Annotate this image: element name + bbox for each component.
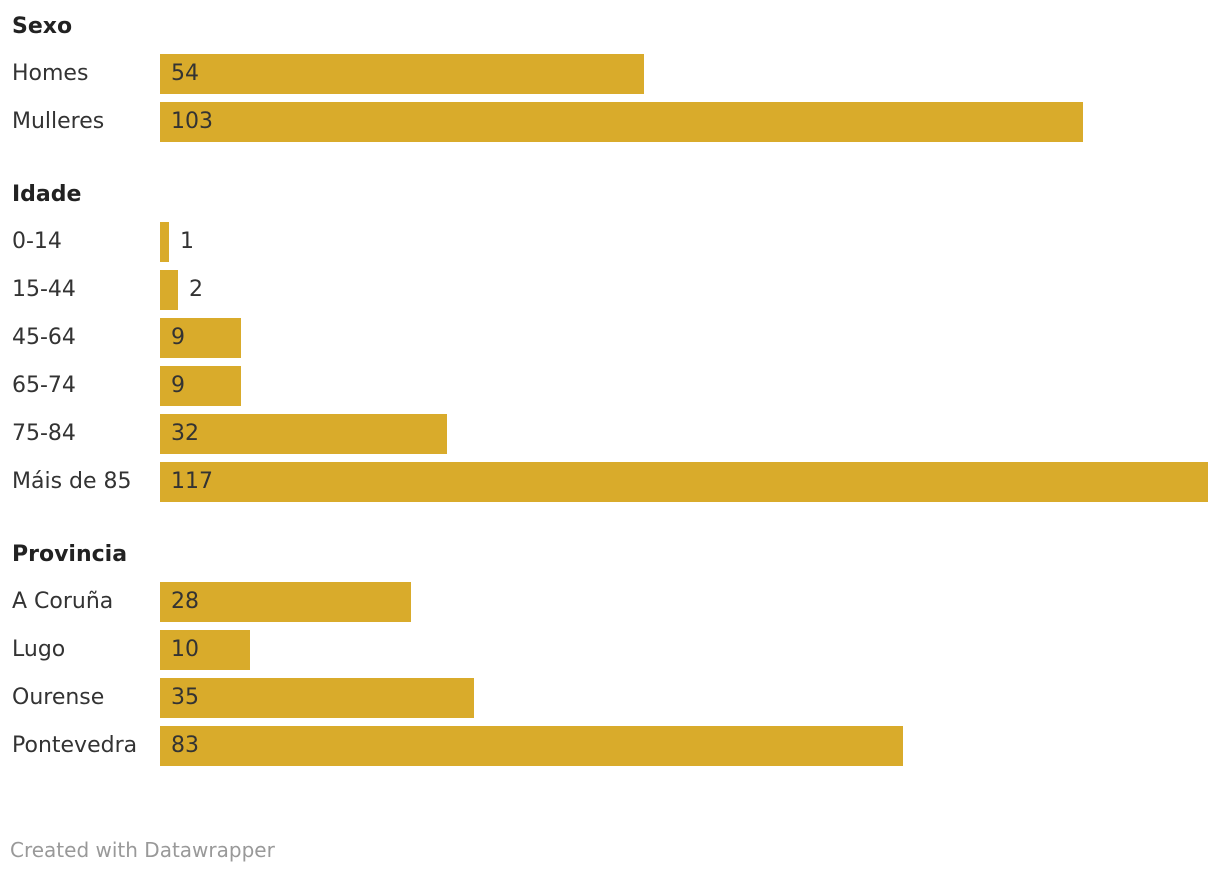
bar-value-label: 103: [171, 109, 213, 134]
bar-value-label: 28: [171, 589, 199, 614]
bar-a-coruna: [160, 582, 411, 622]
bar-value-label: 9: [171, 373, 185, 398]
category-label: A Coruña: [12, 589, 114, 614]
category-label: 75-84: [12, 421, 76, 446]
bar-value-label: 35: [171, 685, 199, 710]
category-label: Lugo: [12, 637, 66, 662]
group-title-sexo: Sexo: [12, 14, 73, 39]
bar-75-84: [160, 414, 447, 454]
category-label: 45-64: [12, 325, 76, 350]
bar-65-74: [160, 366, 241, 406]
bar-value-label: 2: [189, 277, 203, 302]
bar-mais-de-85: [160, 462, 1208, 502]
bar-value-label: 9: [171, 325, 185, 350]
category-label: Homes: [12, 61, 89, 86]
bar-15-44: [160, 270, 178, 310]
bar-value-label: 117: [171, 469, 213, 494]
bar-0-14: [160, 222, 169, 262]
bar-value-label: 54: [171, 61, 199, 86]
bar-value-label: 83: [171, 733, 199, 758]
bar-value-label: 32: [171, 421, 199, 446]
bar-homes: [160, 54, 644, 94]
bar-chart: Sexo Homes 54 Mulleres 103 Idade 0-14 1 15-44 2 45…: [12, 14, 1208, 766]
credit-footer: Created with Datawrapper: [10, 838, 275, 862]
group-title-provincia: Provincia: [12, 542, 128, 567]
category-label: Máis de 85: [12, 469, 132, 494]
group-title-idade: Idade: [12, 182, 82, 207]
bar-value-label: 10: [171, 637, 199, 662]
bar-pontevedra: [160, 726, 903, 766]
bar-value-label: 1: [180, 229, 194, 254]
category-label: 15-44: [12, 277, 76, 302]
category-label: Pontevedra: [12, 733, 138, 758]
category-label: 65-74: [12, 373, 76, 398]
category-label: Mulleres: [12, 109, 105, 134]
category-label: Ourense: [12, 685, 105, 710]
bar-lugo: [160, 630, 250, 670]
bar-45-64: [160, 318, 241, 358]
category-label: 0-14: [12, 229, 62, 254]
bar-ourense: [160, 678, 474, 718]
bar-mulleres: [160, 102, 1083, 142]
